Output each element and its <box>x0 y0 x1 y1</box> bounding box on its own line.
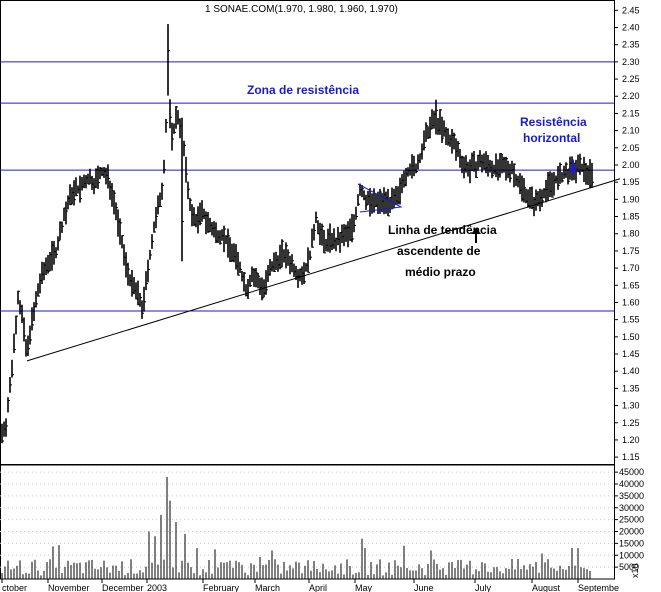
price-tick-label: 2.30 <box>622 57 640 67</box>
trendline-label-line1: Linha de tendência <box>388 223 497 237</box>
volume-tick-label: 5000 <box>619 562 639 572</box>
price-bars <box>1 24 594 444</box>
arrow-down-icon <box>568 160 578 174</box>
chart-title: 1 SONAE.COM(1.970, 1.980, 1.960, 1.970) <box>205 4 398 15</box>
trendline-label-line3: médio prazo <box>405 265 476 279</box>
trendline-group <box>26 178 621 362</box>
date-tick-label: February <box>203 583 240 592</box>
price-tick-label: 1.80 <box>622 229 640 239</box>
price-tick-label: 1.60 <box>622 297 640 307</box>
price-tick-label: 2.35 <box>622 40 640 50</box>
price-tick-label: 2.10 <box>622 126 640 136</box>
price-tick-label: 1.40 <box>622 366 640 376</box>
volume-tick-label: 35000 <box>619 491 644 501</box>
date-tick-label: March <box>255 583 280 592</box>
volume-tick-label: 15000 <box>619 538 644 548</box>
price-tick-label: 2.05 <box>622 143 640 153</box>
volume-tick-label: 10000 <box>619 550 644 560</box>
price-tick-label: 2.45 <box>622 5 640 15</box>
date-axis: ctober November December 2003 February March A… <box>1 579 619 592</box>
price-tick-label: 2.15 <box>622 108 640 118</box>
volume-tick-label: 30000 <box>619 503 644 513</box>
price-tick-label: 1.55 <box>622 315 640 325</box>
date-tick-label: August <box>532 583 561 592</box>
price-tick-label: 1.15 <box>622 452 640 462</box>
volume-tick-label: 20000 <box>619 527 644 537</box>
volume-tick-label: 45000 <box>619 467 644 477</box>
date-tick-label: July <box>475 583 492 592</box>
price-tick-label: 1.35 <box>622 383 640 393</box>
volume-bars <box>1 476 591 579</box>
price-tick-label: 1.75 <box>622 246 640 256</box>
date-tick-label: December <box>102 583 144 592</box>
volume-grid <box>0 471 614 568</box>
volume-tick-label: 25000 <box>619 515 644 525</box>
price-tick-label: 2.00 <box>622 160 640 170</box>
price-tick-label: 2.25 <box>622 74 640 84</box>
price-tick-label: 2.20 <box>622 91 640 101</box>
date-tick-label: ctober <box>2 583 27 592</box>
horizontal-resistance-label-line2: horizontal <box>523 131 580 145</box>
date-tick-label: 2003 <box>147 583 167 592</box>
price-tick-label: 1.30 <box>622 401 640 411</box>
date-tick-label: April <box>309 583 327 592</box>
date-tick-label: November <box>48 583 90 592</box>
price-tick-label: 1.25 <box>622 418 640 428</box>
price-tick-label: 1.95 <box>622 177 640 187</box>
date-tick-label: June <box>414 583 434 592</box>
price-tick-label: 1.65 <box>622 280 640 290</box>
volume-unit-label: x10 <box>630 563 640 578</box>
price-axis: 2.45 2.40 2.35 2.30 2.25 2.20 2.15 2.10 2.05 2.00… <box>614 5 640 462</box>
trendline-label-line2: ascendente de <box>397 244 481 258</box>
price-panel-frame <box>0 0 615 465</box>
price-tick-label: 1.85 <box>622 212 640 222</box>
price-tick-label: 1.45 <box>622 349 640 359</box>
price-tick-label: 1.90 <box>622 194 640 204</box>
trendline <box>26 178 621 362</box>
date-tick-label: May <box>355 583 373 592</box>
price-tick-label: 2.40 <box>622 22 640 32</box>
date-tick-label: Septembe <box>578 583 619 592</box>
price-tick-label: 1.70 <box>622 263 640 273</box>
arrow-up-icon <box>471 228 481 243</box>
price-tick-label: 1.50 <box>622 332 640 342</box>
price-tick-label: 1.20 <box>622 435 640 445</box>
triangle-pattern <box>357 183 403 213</box>
resistance-zone-label: Zona de resistência <box>247 83 359 97</box>
volume-tick-label: 40000 <box>619 479 644 489</box>
horizontal-resistance-label-line1: Resistência <box>520 115 587 129</box>
